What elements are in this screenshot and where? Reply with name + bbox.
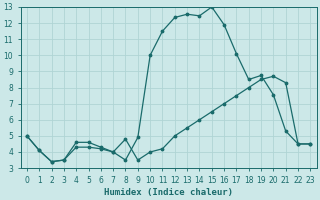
X-axis label: Humidex (Indice chaleur): Humidex (Indice chaleur) [104,188,233,197]
